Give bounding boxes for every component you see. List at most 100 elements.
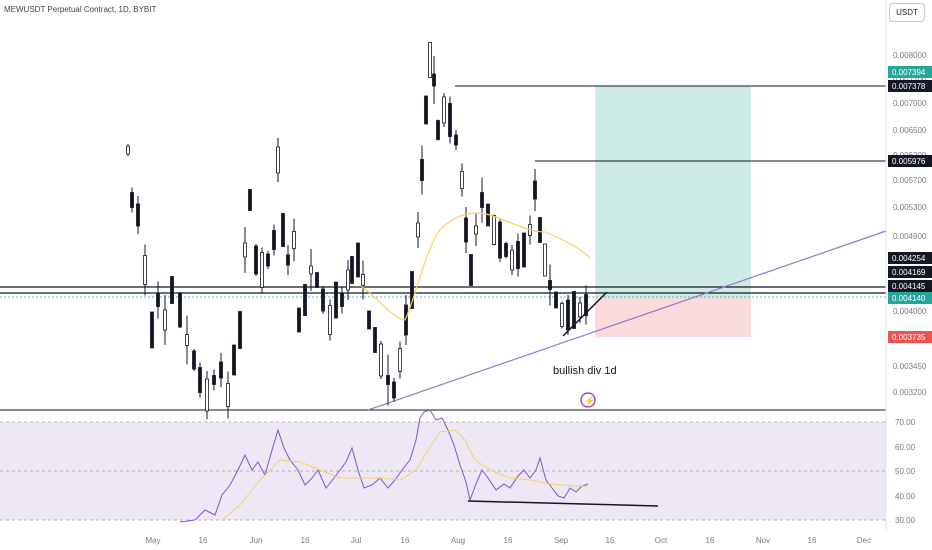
candle xyxy=(578,297,582,323)
time-tick: Sep xyxy=(554,536,569,545)
candle xyxy=(334,281,338,319)
candle xyxy=(328,299,332,341)
candle xyxy=(379,341,383,379)
price-labels: 0.007394 0.007378 0.005976 0.004254 0.004169… xyxy=(888,66,932,343)
rsi-line xyxy=(179,409,589,523)
chart-title: MEWUSDT Perpetual Contract, 1D, BYBIT xyxy=(4,5,157,14)
price-tick: 0.003450 xyxy=(893,362,927,371)
candle xyxy=(442,93,446,127)
rsi-divergence-line xyxy=(467,500,659,507)
candle xyxy=(205,371,209,419)
svg-text:0.007394: 0.007394 xyxy=(892,68,926,77)
price-label: 0.004254 xyxy=(888,252,932,264)
price-label: 0.005976 xyxy=(888,155,932,167)
candle xyxy=(321,286,325,314)
candle xyxy=(356,242,360,278)
time-tick: Dec xyxy=(857,536,871,545)
candle xyxy=(303,284,307,316)
candle xyxy=(266,251,270,269)
candle xyxy=(297,307,301,333)
candle xyxy=(198,362,202,398)
price-axis: 0.0080000.0077000.0070000.0065000.006200… xyxy=(893,51,927,397)
svg-text:0.004254: 0.004254 xyxy=(892,254,926,263)
time-tick: 16 xyxy=(808,536,817,545)
candle xyxy=(543,243,547,277)
candle xyxy=(533,169,537,211)
candle xyxy=(516,233,520,277)
candle xyxy=(150,311,154,349)
price-tick: 0.005300 xyxy=(893,203,927,212)
candle xyxy=(286,245,290,275)
rsi-tick: 30.00 xyxy=(895,516,916,525)
candle xyxy=(432,56,436,104)
candle xyxy=(281,213,285,247)
candle xyxy=(212,369,216,391)
candle xyxy=(292,218,296,262)
candle xyxy=(398,341,402,379)
candle xyxy=(276,138,280,182)
event-marker[interactable] xyxy=(580,392,596,408)
candle xyxy=(469,254,473,286)
candles-group xyxy=(126,42,588,419)
candle xyxy=(272,224,276,256)
price-label: 0.004169 xyxy=(888,266,932,278)
price-label: 0.007378 xyxy=(888,80,932,92)
support-trendline xyxy=(367,230,887,411)
target-zone xyxy=(595,86,751,297)
candle xyxy=(248,189,252,211)
time-tick: Nov xyxy=(756,536,770,545)
price-tick: 0.004900 xyxy=(893,232,927,241)
candle xyxy=(428,42,432,78)
candle xyxy=(436,119,440,141)
candle xyxy=(448,96,452,144)
candle xyxy=(566,295,570,335)
svg-text:0.004145: 0.004145 xyxy=(892,282,926,291)
candle xyxy=(454,130,458,150)
rsi-tick: 60.00 xyxy=(895,443,916,452)
candle xyxy=(460,163,464,197)
candle xyxy=(254,244,258,276)
price-tick: 0.007000 xyxy=(893,99,927,108)
candle xyxy=(350,256,354,284)
candle xyxy=(522,232,526,268)
candle xyxy=(584,285,588,325)
price-label: 0.004145 xyxy=(888,280,932,292)
candle xyxy=(126,144,130,156)
time-tick: May xyxy=(145,536,160,545)
candle xyxy=(143,244,147,296)
candle xyxy=(548,264,552,306)
candle xyxy=(538,217,542,243)
candle xyxy=(226,371,230,419)
annotation-bullish-div: bullish div 1d xyxy=(553,365,617,377)
candle xyxy=(373,327,377,353)
candle xyxy=(243,227,247,273)
time-tick: Jun xyxy=(250,536,263,545)
price-tick: 0.008000 xyxy=(893,51,927,60)
candle xyxy=(416,212,420,248)
svg-text:0.004140: 0.004140 xyxy=(892,294,926,303)
time-axis: May 16 Jun 16 Jul 16 Aug 16 Sep 16 Oct 16 Nov 16 Dec xyxy=(145,536,871,545)
price-label: 0.003735 xyxy=(888,331,932,343)
price-tick: 0.004000 xyxy=(893,307,927,316)
currency-button[interactable]: USDT xyxy=(889,3,925,22)
svg-text:0.005976: 0.005976 xyxy=(892,157,926,166)
candle xyxy=(498,218,502,262)
time-tick: 16 xyxy=(401,536,410,545)
time-tick: 16 xyxy=(504,536,513,545)
svg-text:0.003735: 0.003735 xyxy=(892,333,926,342)
candle xyxy=(424,95,428,125)
time-tick: 16 xyxy=(199,536,208,545)
time-tick: 16 xyxy=(706,536,715,545)
candle xyxy=(474,214,478,246)
candle xyxy=(260,247,264,293)
svg-text:0.004169: 0.004169 xyxy=(892,268,926,277)
candle xyxy=(340,286,344,314)
candle xyxy=(572,291,576,329)
time-tick: 16 xyxy=(606,536,615,545)
price-label: 0.007394 xyxy=(888,66,932,78)
candle xyxy=(510,245,514,275)
candle xyxy=(130,187,134,213)
candle xyxy=(238,311,242,349)
rsi-tick: 40.00 xyxy=(895,492,916,501)
